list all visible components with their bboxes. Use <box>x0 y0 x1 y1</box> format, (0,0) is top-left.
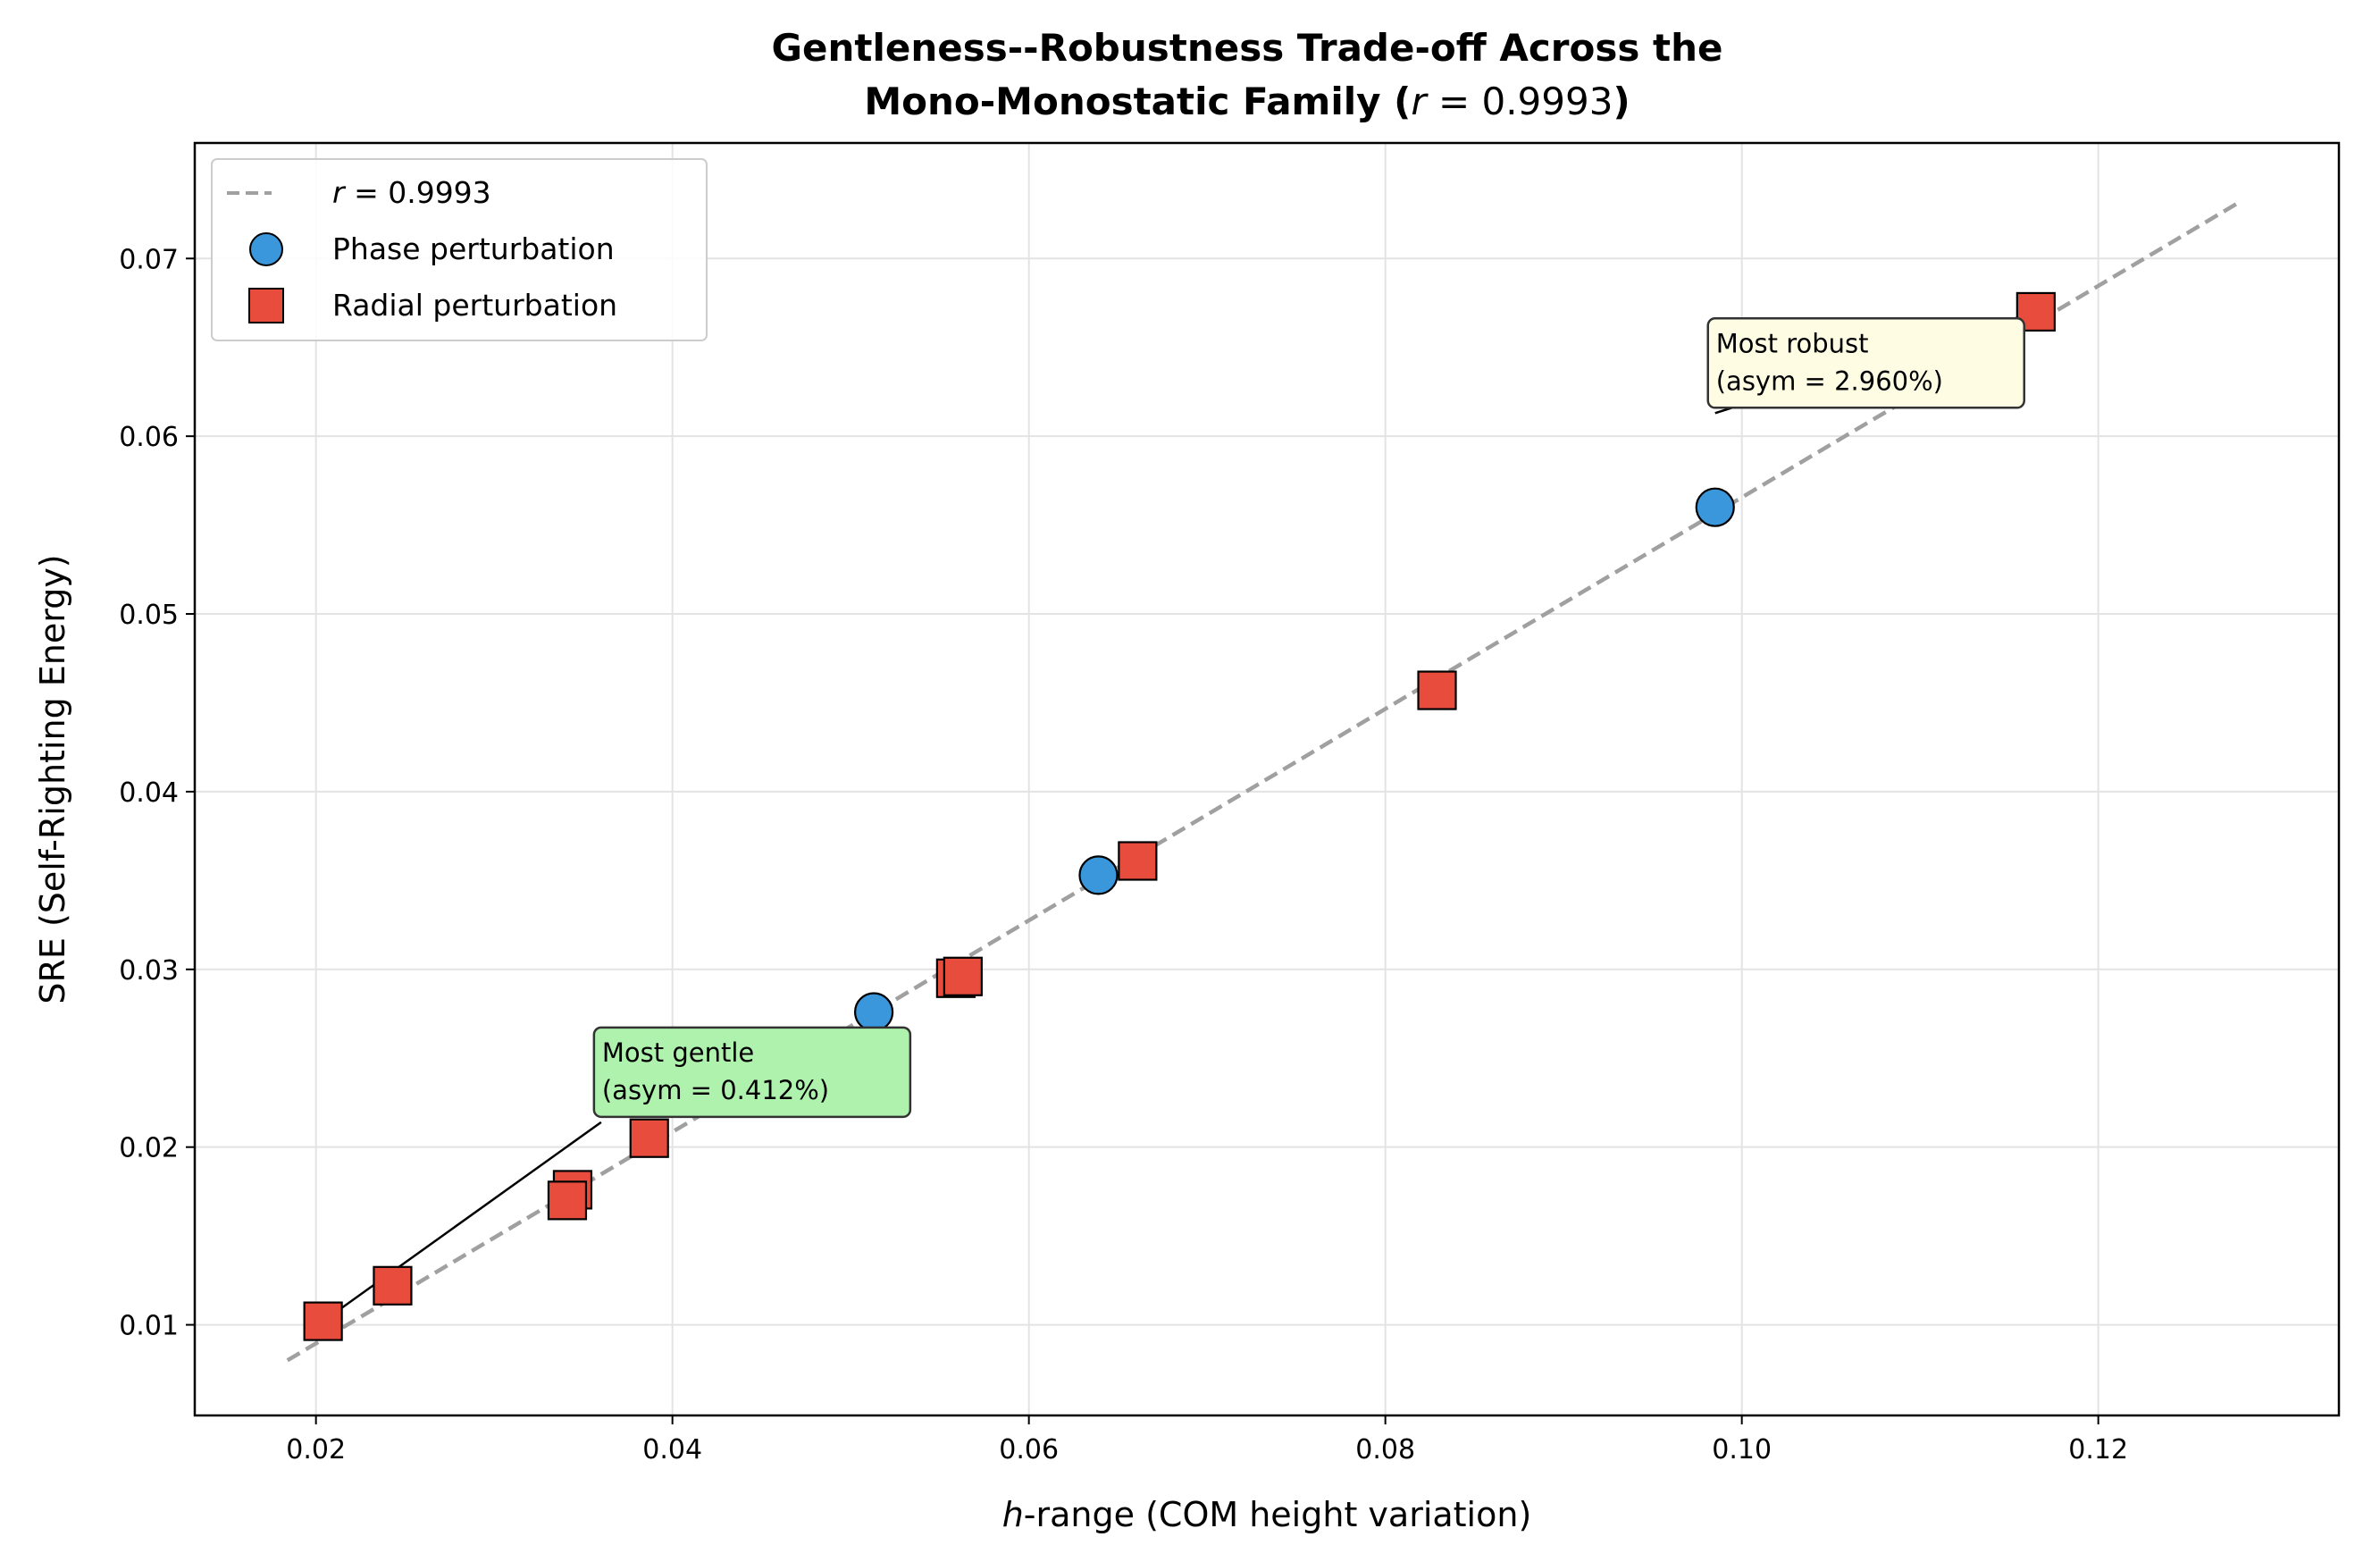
y-tick-label: 0.07 <box>119 244 179 275</box>
radial-point <box>943 956 983 996</box>
legend-fit-value: = 0.9993 <box>345 175 491 210</box>
chart-title-line2: Mono-Monostatic Family (r = 0.9993) <box>864 80 1630 123</box>
radial-point <box>547 1180 588 1221</box>
legend-radial-label: Radial perturbation <box>332 288 617 323</box>
plot-area-frame <box>193 141 2341 1417</box>
x-tick-label: 0.06 <box>999 1434 1059 1465</box>
chart-title-value: = 0.9993 <box>1427 80 1613 123</box>
x-tick-label: 0.12 <box>2068 1434 2128 1465</box>
legend-fit-var: r <box>332 175 347 210</box>
annotation-box <box>592 1026 912 1119</box>
legend: r = 0.9993 Phase perturbation Radial per… <box>211 158 708 341</box>
legend-phase-label: Phase perturbation <box>332 231 615 266</box>
x-axis-label: h-range (COM height variation) <box>1002 1495 1532 1534</box>
annotation-boxes: Most gentle (asym = 0.412%) Most robust (as… <box>592 317 2025 1119</box>
x-axis-label-var: h <box>1002 1495 1024 1534</box>
annotation-line2: (asym = 0.412%) <box>602 1075 829 1105</box>
data-points <box>303 291 2056 1341</box>
y-tick-label: 0.01 <box>119 1311 179 1342</box>
radial-point <box>1417 670 1457 710</box>
radial-point <box>1118 841 1158 881</box>
annotation-line2: (asym = 2.960%) <box>1716 365 1943 396</box>
y-axis-label: SRE (Self-Righting Energy) <box>33 554 72 1004</box>
y-tick-label: 0.05 <box>119 600 179 631</box>
x-tick-label: 0.02 <box>286 1434 346 1465</box>
x-tick-label: 0.10 <box>1712 1434 1772 1465</box>
phase-point <box>1695 487 1735 527</box>
phase-point <box>853 992 894 1032</box>
legend-phase-swatch <box>249 232 283 266</box>
radial-point <box>373 1265 413 1306</box>
annotation-most-gentle: Most gentle (asym = 0.412%) <box>592 1026 912 1119</box>
annotation-line1: Most robust <box>1716 328 1869 358</box>
y-tick-label: 0.06 <box>119 422 179 453</box>
annotation-box <box>1706 317 2025 409</box>
y-tick-label: 0.02 <box>119 1133 179 1164</box>
x-tick-label: 0.04 <box>642 1434 702 1465</box>
annotation-connector <box>322 1121 602 1323</box>
chart-title-line1: Gentleness--Robustness Trade-off Across … <box>772 26 1723 70</box>
chart-title-suffix: ) <box>1613 80 1630 123</box>
y-tick-label: 0.04 <box>119 777 179 809</box>
y-axis-ticks: 0.01 0.02 0.03 0.04 0.05 0.06 0.07 <box>119 244 195 1342</box>
legend-radial-swatch <box>248 288 284 323</box>
y-tick-label: 0.03 <box>119 955 179 987</box>
radial-point <box>629 1118 669 1158</box>
annotation-line1: Most gentle <box>602 1037 754 1068</box>
x-axis-ticks: 0.02 0.04 0.06 0.08 0.10 0.12 <box>286 1415 2128 1465</box>
annotation-most-robust: Most robust (asym = 2.960%) <box>1706 317 2025 409</box>
radial-point <box>303 1301 343 1341</box>
legend-box <box>211 158 708 341</box>
chart-title-r: r <box>1411 80 1429 123</box>
phase-point <box>1078 855 1119 895</box>
legend-fit-label: r = 0.9993 <box>332 175 491 210</box>
chart-title-prefix: Mono-Monostatic Family ( <box>864 80 1411 123</box>
grid-lines <box>195 143 2339 1415</box>
x-axis-label-rest: -range (COM height variation) <box>1024 1495 1531 1534</box>
x-tick-label: 0.08 <box>1355 1434 1415 1465</box>
